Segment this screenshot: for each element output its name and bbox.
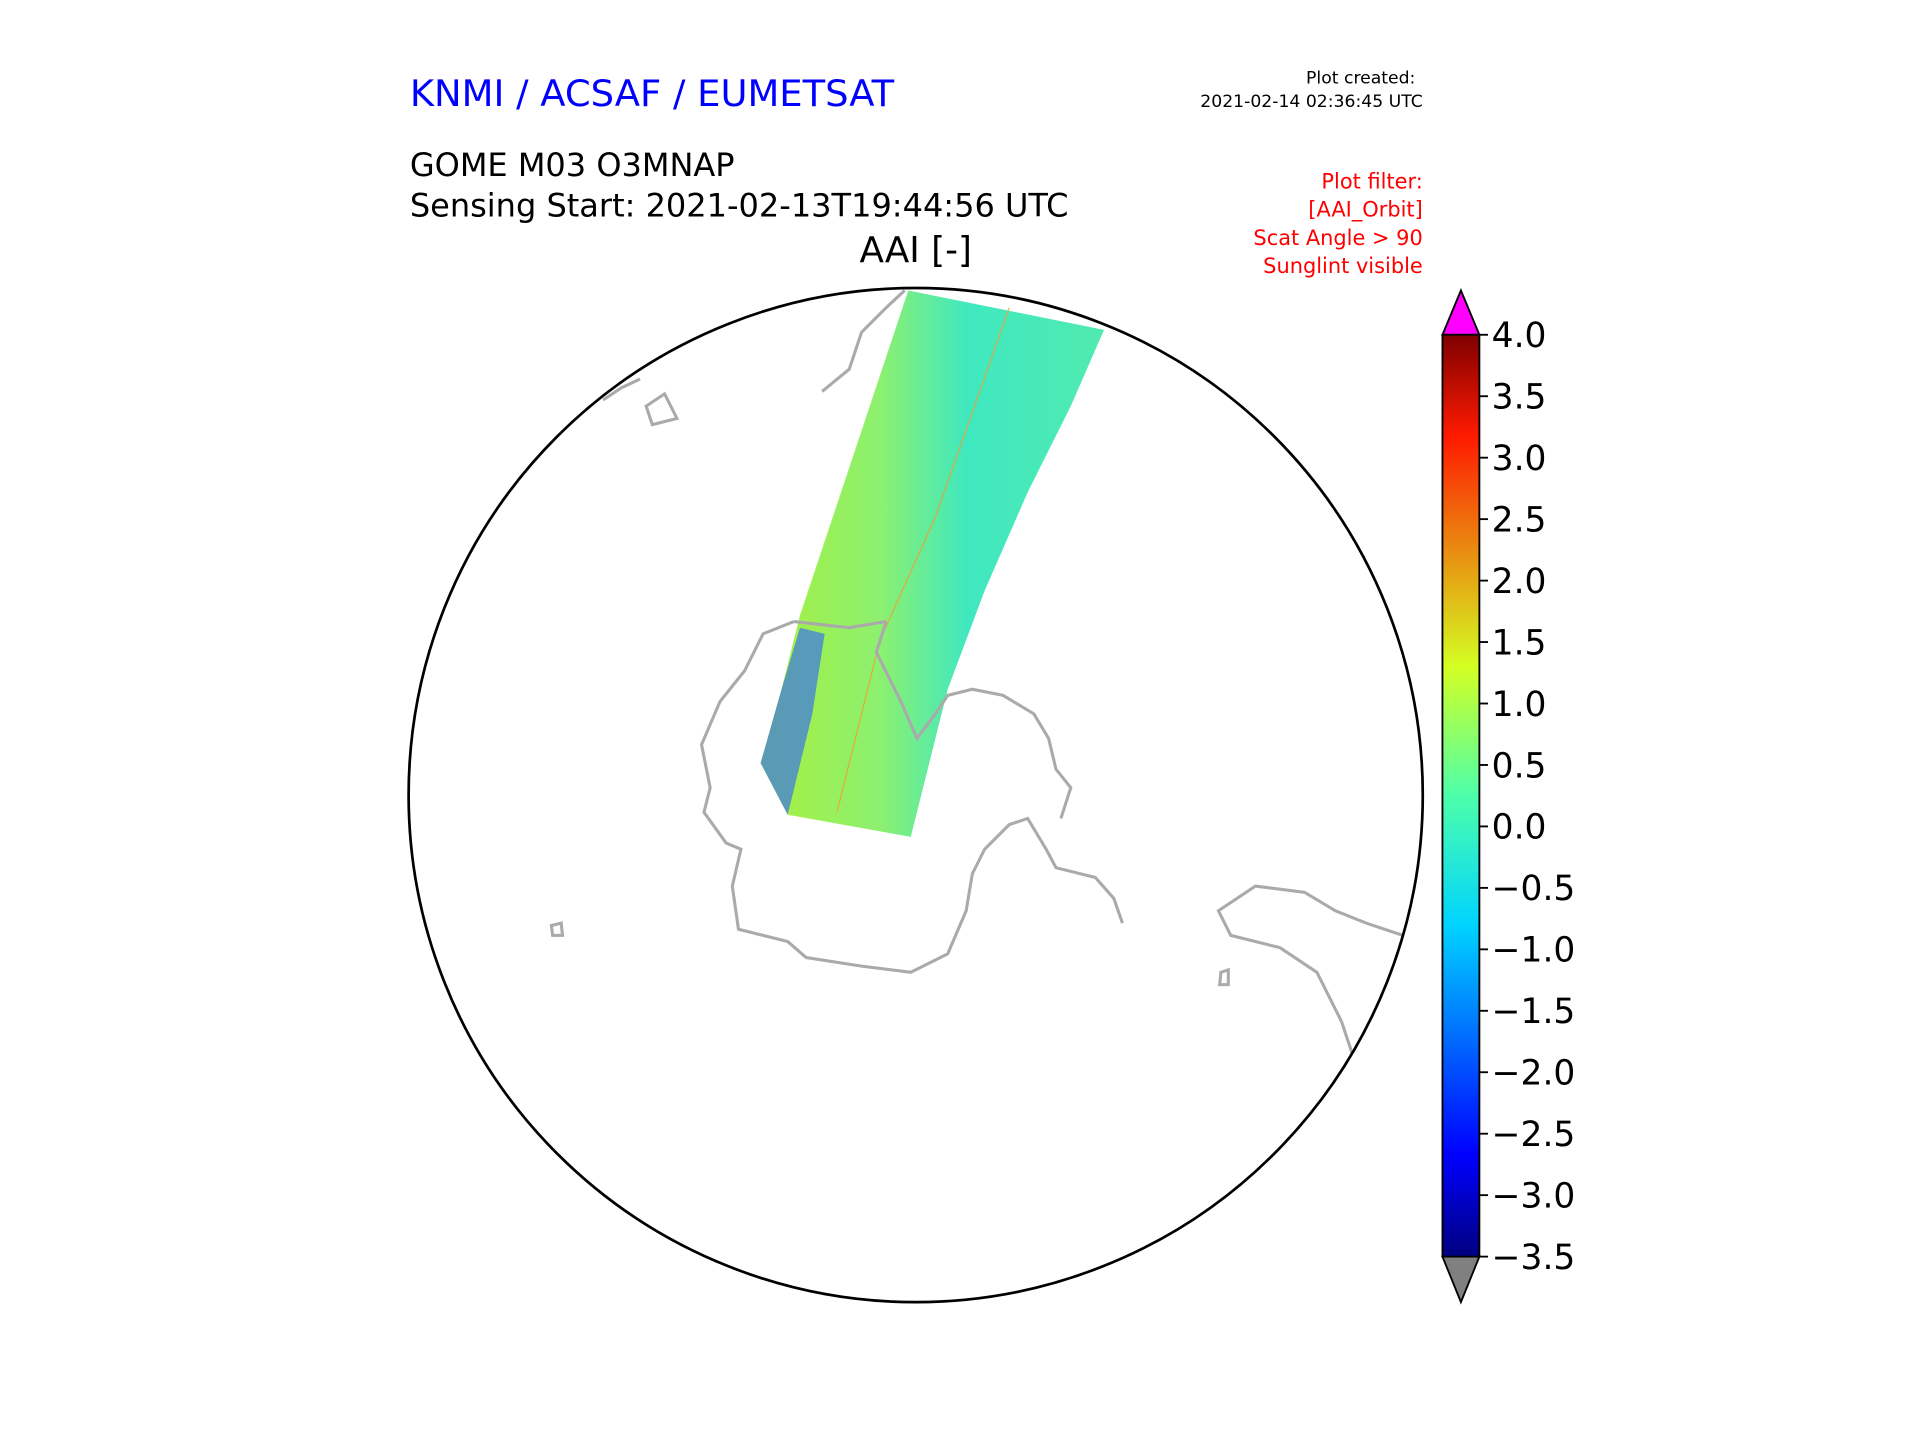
- coastline-antarctica: [699, 620, 1124, 974]
- colorbar-tick-label: 2.5: [1492, 500, 1547, 540]
- colorbar-tick-label: −1.5: [1492, 992, 1576, 1032]
- colorbar-over-extend: [1441, 288, 1481, 336]
- plot-title: AAI [-]: [859, 230, 971, 271]
- coastline-shelf: [793, 620, 887, 630]
- product-title: GOME M03 O3MNAP: [410, 146, 735, 184]
- coastline-island: [602, 377, 641, 402]
- coastline-island: [1217, 967, 1230, 987]
- colorbar-tick-label: −1.0: [1492, 931, 1576, 971]
- colorbar-tick-label: 2.0: [1492, 562, 1547, 602]
- colorbar-tick-label: 3.0: [1492, 439, 1547, 479]
- colorbar-tick-label: 1.0: [1492, 685, 1547, 725]
- plot-filter: Plot filter: [AAI_Orbit] Scat Angle > 90…: [1253, 169, 1422, 278]
- coastline-south-america: [821, 289, 906, 393]
- filter-line: [AAI_Orbit]: [1308, 198, 1422, 222]
- colorbar-tick-label: −0.5: [1492, 869, 1576, 909]
- colorbar: −3.5 −3.0 −2.5 −2.0 −1.5 −1.0 −0.5 0.0 0.5 1.0 1.5…: [1441, 288, 1575, 1305]
- colorbar-gradient: [1441, 333, 1481, 1258]
- colorbar-ticks: −3.5 −3.0 −2.5 −2.0 −1.5 −1.0 −0.5 0.0 0.5 1.0 1.5…: [1479, 316, 1575, 1278]
- coastlines: [549, 289, 1404, 1059]
- swath-center-line: [836, 307, 1010, 813]
- colorbar-tick-label: −2.5: [1492, 1115, 1576, 1155]
- colorbar-tick-label: 3.5: [1492, 378, 1547, 418]
- colorbar-tick-label: 1.5: [1492, 623, 1547, 663]
- filter-line: Scat Angle > 90: [1253, 226, 1422, 250]
- filter-line: Plot filter:: [1321, 169, 1422, 193]
- globe-boundary: [407, 286, 1425, 1304]
- organization-title: KNMI / ACSAF / EUMETSAT: [410, 72, 895, 115]
- colorbar-tick-label: −3.0: [1492, 1176, 1576, 1216]
- coastline-peninsula: [874, 621, 1073, 819]
- sensing-start: Sensing Start: 2021-02-13T19:44:56 UTC: [410, 187, 1069, 225]
- swath-low-values: [760, 627, 825, 815]
- colorbar-under-extend: [1441, 1255, 1481, 1305]
- colorbar-tick-label: 0.0: [1492, 808, 1547, 848]
- colorbar-tick-label: 4.0: [1492, 316, 1547, 356]
- colorbar-tick-label: 0.5: [1492, 746, 1547, 786]
- plot-created-time: 2021-02-14 02:36:45 UTC: [1200, 92, 1422, 112]
- colorbar-tick-label: −2.0: [1492, 1054, 1576, 1094]
- coastline-island: [549, 921, 565, 937]
- aai-swath: [760, 290, 1104, 837]
- coastline-falklands: [644, 391, 680, 427]
- map: [549, 289, 1404, 1059]
- plot-created-label: Plot created:: [1306, 69, 1415, 89]
- colorbar-tick-label: −3.5: [1492, 1238, 1576, 1278]
- coastline-new-zealand: [1216, 884, 1404, 1059]
- filter-line: Sunglint visible: [1263, 254, 1423, 278]
